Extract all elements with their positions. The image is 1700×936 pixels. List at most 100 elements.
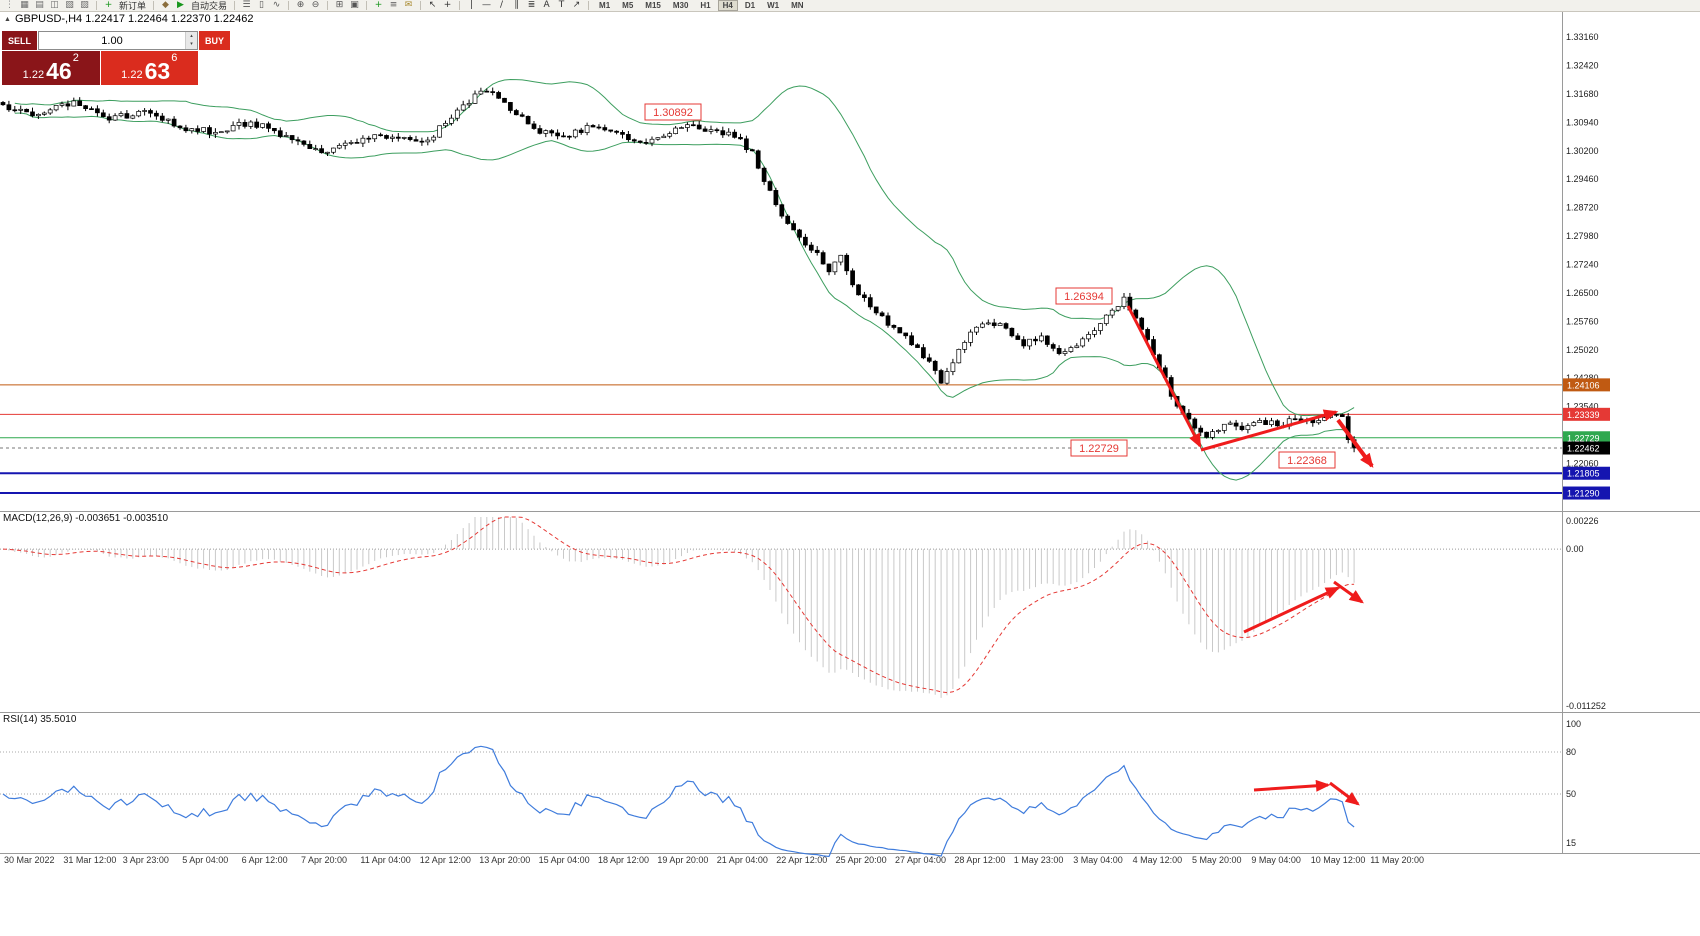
period-h1-button[interactable]: H1 <box>695 0 715 11</box>
svg-text:22 Apr 12:00: 22 Apr 12:00 <box>776 855 827 865</box>
rsi-indicator-label: RSI(14) 35.5010 <box>3 714 77 725</box>
toolbar-separator <box>459 1 461 10</box>
horizontal-line-icon[interactable]: — <box>482 0 492 10</box>
toolbar-separator <box>288 1 290 10</box>
svg-text:21 Apr 04:00: 21 Apr 04:00 <box>717 855 768 865</box>
svg-text:28 Apr 12:00: 28 Apr 12:00 <box>954 855 1005 865</box>
toolbar-grip-icon[interactable]: ⋮ <box>5 0 14 10</box>
axis-tick-labels: 1.33160 1.32420 1.31680 1.30940 1.30200 1.294… <box>4 32 1606 865</box>
arrange-windows-icon[interactable]: ▣ <box>350 0 359 10</box>
bar-chart-icon[interactable]: ☰ <box>242 0 251 10</box>
svg-text:13 Apr 20:00: 13 Apr 20:00 <box>479 855 530 865</box>
volume-spin-buttons: ▴ ▾ <box>185 32 198 49</box>
svg-text:11 May 20:00: 11 May 20:00 <box>1370 855 1424 865</box>
svg-text:31 Mar 12:00: 31 Mar 12:00 <box>63 855 116 865</box>
sell-price-box[interactable]: 1.22 46 2 <box>2 51 100 85</box>
crosshair-icon[interactable]: + <box>443 0 452 10</box>
cursor-icon[interactable]: ↖ <box>428 0 437 10</box>
svg-text:1 May 23:00: 1 May 23:00 <box>1014 855 1064 865</box>
period-h4-button[interactable]: H4 <box>717 0 738 11</box>
sell-price-prefix: 1.22 <box>22 69 45 81</box>
svg-text:80: 80 <box>1566 747 1576 757</box>
svg-text:5 May 20:00: 5 May 20:00 <box>1192 855 1242 865</box>
volume-down-button[interactable]: ▾ <box>186 40 198 49</box>
buy-price-big: 63 <box>144 58 171 85</box>
text-label-icon[interactable]: T <box>558 0 565 10</box>
svg-text:18 Apr 12:00: 18 Apr 12:00 <box>598 855 649 865</box>
period-m30-button[interactable]: M30 <box>668 0 694 11</box>
svg-text:12 Apr 12:00: 12 Apr 12:00 <box>420 855 471 865</box>
terminal-icon[interactable]: ▨ <box>80 0 89 10</box>
trend-arrows <box>1126 305 1374 806</box>
candlesticks <box>0 87 1357 453</box>
navigator-icon[interactable]: ▧ <box>65 0 74 10</box>
trend-line-icon[interactable]: / <box>500 0 504 10</box>
metaeditor-icon[interactable]: ◆ <box>162 0 169 10</box>
volume-input[interactable] <box>39 32 186 49</box>
sell-price-sup: 2 <box>72 52 79 64</box>
toolbar-separator <box>153 1 155 10</box>
toolbar-separator <box>327 1 329 10</box>
period-w1-button[interactable]: W1 <box>762 0 784 11</box>
volume-up-button[interactable]: ▴ <box>186 32 198 41</box>
svg-text:11 Apr 04:00: 11 Apr 04:00 <box>360 855 410 865</box>
buy-button[interactable]: BUY <box>199 31 231 50</box>
autotrading-icon[interactable]: ▶ <box>177 0 184 10</box>
fibonacci-icon[interactable]: ≣ <box>527 0 536 10</box>
equidistant-channel-icon[interactable]: ∥ <box>514 0 519 10</box>
autotrading-label[interactable]: 自动交易 <box>191 1 228 11</box>
sell-button[interactable]: SELL <box>2 31 38 50</box>
new-order-icon[interactable]: + <box>104 0 113 10</box>
new-order-label[interactable]: 新订单 <box>119 1 147 11</box>
svg-text:1.25020: 1.25020 <box>1566 345 1599 355</box>
macd-indicator-label: MACD(12,26,9) -0.003651 -0.003510 <box>3 513 169 524</box>
indicators-add-icon[interactable]: + <box>374 0 383 10</box>
svg-text:1.32420: 1.32420 <box>1566 61 1599 71</box>
chart-symbol-icon: ▲ <box>4 15 11 23</box>
line-chart-icon[interactable]: ∿ <box>272 0 281 10</box>
panel-separators <box>0 12 1700 854</box>
svg-text:1.29460: 1.29460 <box>1566 174 1599 184</box>
svg-text:3 Apr 23:00: 3 Apr 23:00 <box>123 855 169 865</box>
period-mn-button[interactable]: MN <box>786 0 808 11</box>
svg-text:27 Apr 04:00: 27 Apr 04:00 <box>895 855 946 865</box>
objects-list-icon[interactable]: ≡ <box>389 0 398 10</box>
toolbar-separator <box>96 1 97 10</box>
period-d1-button[interactable]: D1 <box>740 0 760 11</box>
svg-text:1.22462: 1.22462 <box>1567 444 1600 454</box>
svg-text:19 Apr 20:00: 19 Apr 20:00 <box>657 855 708 865</box>
period-m15-button[interactable]: M15 <box>640 0 666 11</box>
period-m1-button[interactable]: M1 <box>594 0 615 11</box>
svg-text:1.30892: 1.30892 <box>653 107 693 119</box>
svg-text:0.00226: 0.00226 <box>1566 516 1599 526</box>
vertical-line-icon[interactable]: | <box>470 0 474 10</box>
svg-text:1.25760: 1.25760 <box>1566 316 1599 326</box>
new-chart-icon[interactable]: ▦ <box>20 0 29 10</box>
period-m5-button[interactable]: M5 <box>617 0 638 11</box>
candle-chart-icon[interactable]: ▯ <box>259 0 264 10</box>
svg-text:1.23540: 1.23540 <box>1566 402 1599 412</box>
zoom-out-icon[interactable]: ⊖ <box>311 0 320 10</box>
tile-windows-icon[interactable]: ⊞ <box>335 0 344 10</box>
svg-text:7 Apr 20:00: 7 Apr 20:00 <box>301 855 347 865</box>
text-icon[interactable]: A <box>543 0 550 10</box>
svg-text:1.31680: 1.31680 <box>1566 89 1599 99</box>
price-callout-labels: 1.30892 1.26394 1.22729 1.22368 <box>644 103 1336 469</box>
svg-text:50: 50 <box>1566 789 1576 799</box>
arrows-tool-icon[interactable]: ↗ <box>572 0 581 10</box>
svg-text:1.26394: 1.26394 <box>1064 291 1104 303</box>
zoom-in-icon[interactable]: ⊕ <box>296 0 305 10</box>
buy-price-box[interactable]: 1.22 63 6 <box>100 51 198 85</box>
price-axis-labels: 1.24106 1.23339 1.22729 1.21805 1.21290 1.224… <box>1563 378 1610 500</box>
horizontal-level-lines <box>0 384 1562 495</box>
toolbar-separator <box>234 1 236 10</box>
mailbox-icon[interactable]: ✉ <box>404 0 413 10</box>
svg-text:100: 100 <box>1566 719 1581 729</box>
profiles-icon[interactable]: ▤ <box>35 0 44 10</box>
market-watch-icon[interactable]: ◫ <box>50 0 59 10</box>
volume-stepper[interactable]: ▴ ▾ <box>38 31 199 50</box>
buy-price-prefix: 1.22 <box>121 69 143 81</box>
svg-text:6 Apr 12:00: 6 Apr 12:00 <box>242 855 288 865</box>
svg-text:1.21805: 1.21805 <box>1567 469 1600 479</box>
bollinger-bands <box>14 78 1355 481</box>
